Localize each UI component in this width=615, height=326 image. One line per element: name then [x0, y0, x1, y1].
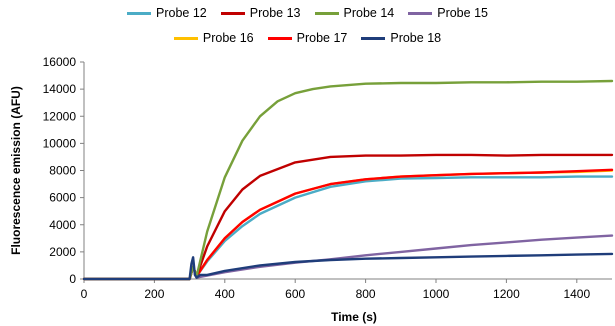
legend-swatch-probe-13 [220, 11, 245, 15]
y-tick-label: 8000 [49, 164, 76, 178]
legend-swatch-probe-14 [314, 11, 339, 15]
legend-label-probe-13: Probe 13 [249, 6, 301, 20]
y-tick-label: 14000 [43, 82, 77, 96]
x-tick-label: 1400 [563, 287, 590, 301]
legend-item-probe-16: Probe 16 [173, 31, 254, 45]
legend-label-probe-18: Probe 18 [390, 31, 442, 45]
y-tick-label: 12000 [43, 109, 77, 123]
legend-item-probe-14: Probe 14 [314, 6, 395, 20]
x-tick-label: 400 [215, 287, 235, 301]
legend-label-probe-17: Probe 17 [296, 31, 348, 45]
y-tick-label: 10000 [43, 136, 77, 150]
x-tick-label: 1000 [423, 287, 450, 301]
series-line-probe-14 [82, 79, 614, 281]
legend-swatch-probe-15 [408, 11, 433, 15]
legend-swatch-probe-12 [127, 11, 152, 15]
legend-swatch-probe-17 [267, 36, 292, 40]
y-tick-label: 2000 [49, 245, 76, 259]
legend-label-probe-12: Probe 12 [156, 6, 207, 20]
x-tick-label: 1200 [493, 287, 520, 301]
y-tick-label: 6000 [49, 191, 76, 205]
y-tick-label: 4000 [49, 218, 76, 232]
series-line-probe-17 [82, 168, 614, 281]
series-group [82, 79, 614, 281]
legend-row-1: Probe 12 Probe 13 Probe 14 Probe 15 [0, 6, 615, 20]
legend-label-probe-16: Probe 16 [202, 31, 254, 45]
legend-item-probe-15: Probe 15 [408, 6, 488, 20]
legend-item-probe-13: Probe 13 [220, 6, 301, 20]
series-line-probe-12 [82, 175, 614, 281]
y-axis-title: Fluorescence emission (AFU) [9, 86, 23, 255]
legend-swatch-probe-18 [361, 36, 386, 40]
series-line-probe-18 [82, 252, 614, 281]
legend-swatch-probe-16 [173, 36, 198, 40]
x-tick-label: 0 [81, 287, 88, 301]
legend-row-2: Probe 16 Probe 17 Probe 18 [0, 31, 615, 45]
series-line-probe-16 [82, 169, 614, 281]
legend-item-probe-12: Probe 12 [127, 6, 207, 20]
y-tick-label: 0 [69, 272, 76, 286]
legend-item-probe-18: Probe 18 [361, 31, 441, 45]
legend-label-probe-14: Probe 14 [343, 6, 395, 20]
x-tick-label: 600 [285, 287, 305, 301]
legend-item-probe-17: Probe 17 [267, 31, 348, 45]
y-tick-label: 16000 [43, 55, 77, 69]
legend-label-probe-15: Probe 15 [437, 6, 488, 20]
x-tick-label: 200 [144, 287, 164, 301]
x-axis-title: Time (s) [331, 310, 377, 324]
series-line-probe-15 [82, 234, 614, 281]
axes: 0 2000 4000 6000 8000 10000 12000 14000 16000 0 20… [43, 55, 612, 301]
x-tick-label: 800 [356, 287, 376, 301]
